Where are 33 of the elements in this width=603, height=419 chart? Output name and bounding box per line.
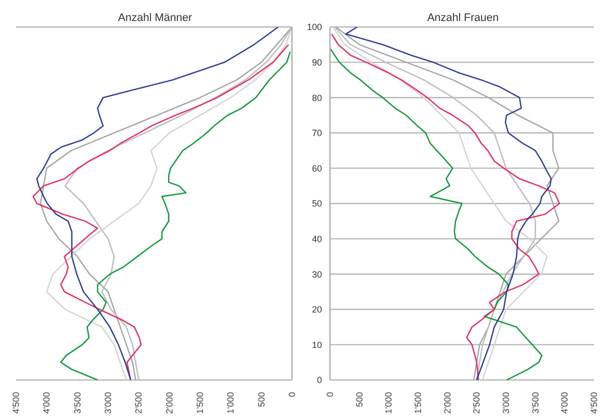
x-tick-label: 2'000: [442, 392, 452, 414]
y-tick-label: 80: [312, 92, 322, 103]
x-tick-label: 0: [325, 392, 335, 398]
x-tick-label: 4'000: [42, 392, 52, 414]
y-tick-label: 100: [306, 22, 322, 32]
y-tick-label: 20: [312, 304, 322, 315]
x-tick-label: 500: [354, 392, 364, 408]
x-tick-label: 1'000: [384, 392, 394, 414]
y-tick-label: 50: [312, 198, 322, 209]
x-tick-label: 2'500: [134, 392, 144, 414]
y-tick-label: 0: [316, 375, 322, 386]
y-tick-label: 60: [312, 163, 322, 174]
y-tick-label: 70: [312, 128, 322, 138]
x-tick-label: 3'000: [501, 392, 511, 414]
y-tick-label: 40: [312, 234, 322, 244]
x-tick-label: 3'500: [72, 392, 82, 414]
y-tick-label: 90: [312, 57, 322, 68]
x-tick-label: 3'000: [103, 392, 113, 414]
x-tick-label: 4'500: [11, 392, 21, 414]
x-tick-label: 1'000: [226, 392, 236, 414]
x-tick-label: 4'500: [589, 392, 599, 414]
chart-title: Anzahl Frauen: [426, 12, 500, 24]
chart-title: Anzahl Männer: [117, 12, 193, 24]
y-tick-label: 10: [312, 340, 322, 350]
x-tick-label: 3'500: [530, 392, 540, 414]
x-tick-label: 2'000: [164, 392, 174, 414]
x-tick-label: 0: [287, 392, 297, 398]
x-tick-label: 1'500: [195, 392, 205, 414]
x-tick-label: 4'000: [560, 392, 570, 414]
x-tick-label: 1'500: [413, 392, 423, 414]
y-tick-label: 30: [312, 269, 322, 280]
x-tick-label: 500: [256, 392, 266, 408]
x-tick-label: 2'500: [472, 392, 482, 414]
